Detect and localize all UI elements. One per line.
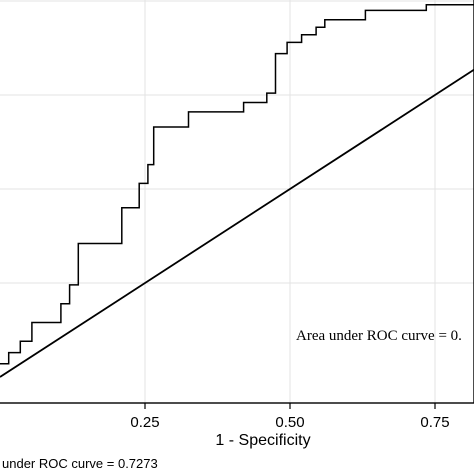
x-tick-label-0.25: 0.25	[130, 414, 159, 431]
series-lines	[0, 4, 474, 378]
x-axis-ticks: 0.25 0.50 0.75	[130, 403, 450, 431]
x-tick-label-0.75: 0.75	[420, 414, 449, 431]
x-tick-label-0.50: 0.50	[275, 414, 304, 431]
x-axis-title: 1 - Specificity	[215, 432, 310, 449]
auc-footer-note: under ROC curve = 0.7273	[2, 456, 158, 471]
reference-diagonal-line	[0, 68, 474, 378]
auc-annotation: Area under ROC curve = 0.	[296, 328, 462, 344]
plot-frame	[0, 0, 474, 404]
gridlines	[0, 0, 474, 403]
plot-border	[0, 0, 474, 404]
roc-curve-line	[0, 4, 474, 365]
